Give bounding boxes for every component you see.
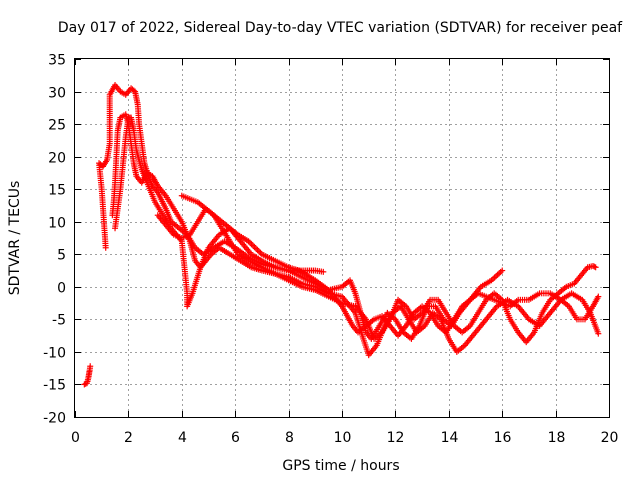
plot-frame [74, 58, 610, 418]
data-point [320, 268, 327, 275]
data-point [248, 241, 255, 248]
y-tick-label: -20 [43, 411, 66, 427]
y-tick-label: -5 [52, 313, 66, 329]
data-point [499, 267, 506, 274]
data-points [81, 82, 602, 388]
x-tick-label: 10 [334, 430, 352, 446]
data-point [592, 264, 599, 271]
y-tick-label: 0 [57, 281, 66, 297]
data-point [589, 262, 596, 269]
y-tick-label: -10 [43, 346, 66, 362]
y-tick-label: 30 [48, 86, 66, 102]
x-tick-label: 8 [285, 430, 294, 446]
data-point [81, 381, 88, 388]
y-tick-label: -15 [43, 378, 66, 394]
data-point [255, 248, 262, 255]
x-axis-label: GPS time / hours [282, 458, 399, 474]
x-tick-label: 16 [494, 430, 512, 446]
data-point [595, 293, 602, 300]
y-tick-label: 15 [48, 183, 66, 199]
data-point [251, 244, 258, 251]
axes: 0 2 4 6 8 10 12 14 16 18 20 -20 -15 -10 -5 0 5 10 15 20 25 30… [43, 53, 618, 447]
x-tick-label: 20 [601, 430, 619, 446]
data-point [252, 245, 259, 252]
x-tick-label: 12 [387, 430, 405, 446]
data-point [595, 330, 602, 337]
x-tick-label: 18 [548, 430, 566, 446]
chart-title: Day 017 of 2022, Sidereal Day-to-day VTE… [58, 20, 623, 36]
y-tick-label: 10 [48, 216, 66, 232]
x-tick-label: 14 [441, 430, 459, 446]
y-tick-label: 5 [57, 248, 66, 264]
data-point [250, 242, 256, 249]
data-point [87, 363, 94, 370]
y-tick-label: 35 [48, 53, 66, 69]
x-tick-label: 6 [231, 430, 240, 446]
x-tick-label: 2 [124, 430, 133, 446]
y-tick-label: 25 [48, 118, 66, 134]
y-axis-label: SDTVAR / TECUs [7, 181, 23, 296]
y-tick-label: 20 [48, 151, 66, 167]
x-tick-label: 0 [71, 430, 80, 446]
data-point [254, 246, 261, 253]
x-tick-label: 4 [178, 430, 187, 446]
grid-lines [75, 59, 609, 417]
data-point [591, 263, 598, 270]
